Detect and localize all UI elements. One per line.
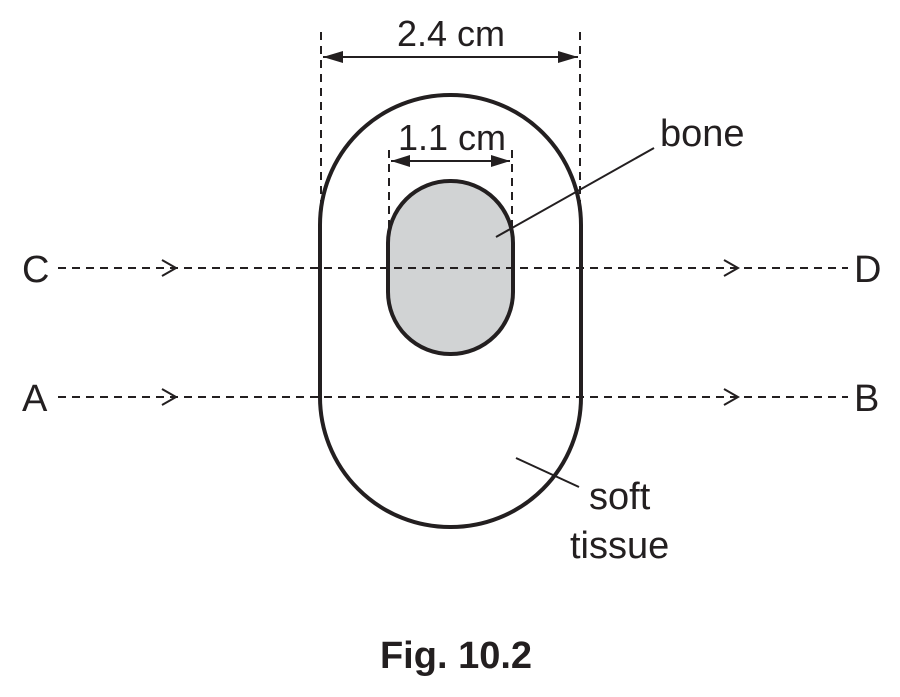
outer-width-label: 2.4 cm	[397, 13, 505, 54]
soft-tissue-label-line2: tissue	[570, 525, 669, 567]
inner-width-arrow	[391, 155, 510, 167]
ray-label-d: D	[854, 249, 881, 291]
ray-label-a: A	[22, 378, 48, 420]
figure-caption: Fig. 10.2	[380, 635, 532, 677]
ray-label-b: B	[854, 378, 879, 420]
soft-tissue-leader-line	[515, 457, 580, 488]
bone-label: bone	[660, 113, 745, 155]
outer-width-arrow	[323, 51, 578, 63]
inner-width-label: 1.1 cm	[398, 117, 506, 158]
ray-label-c: C	[22, 249, 49, 291]
ray-c-d	[58, 259, 848, 277]
bone-leader-line	[495, 147, 655, 238]
soft-tissue-label-line1: soft	[589, 476, 651, 518]
ray-a-b	[58, 388, 848, 406]
